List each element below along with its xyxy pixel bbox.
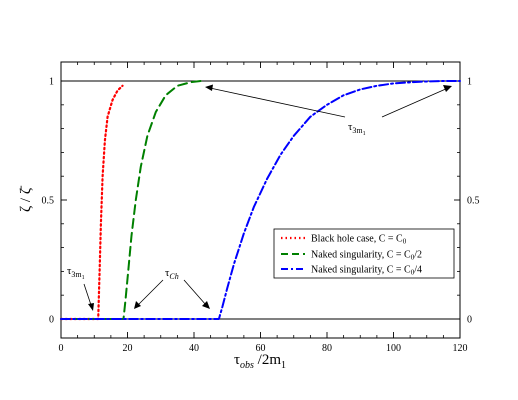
arrowhead-top-right [443,85,452,92]
reference-lines [61,80,460,320]
arrowhead-ch-left [134,301,141,309]
annotation-tau-3m1-left: τ3m1 [67,265,85,281]
y-tick-label-right: 0 [467,314,472,325]
tick-labels: 0 20 40 60 80 100 120 0 0 0.5 0.5 1 1 [42,77,480,354]
y-axis-label: ζ / ζ̄ [18,185,34,212]
x-tick-label: 40 [189,343,199,354]
x-tick-label: 0 [59,343,64,354]
y-tick-label-right: 1 [467,77,472,88]
x-tick-label: 80 [322,343,332,354]
y-tick-label-right: 0.5 [467,196,480,207]
arrowhead-left [88,303,94,311]
x-axis-label: τobs /2m1 [234,352,286,371]
series-line-2 [60,80,461,320]
annotation-tau-3m1-top: τ3m1 [348,121,366,137]
x-label-rest-sub: 1 [281,360,286,371]
legend-label-black-hole: Black hole case, C = C0 [311,234,407,246]
y-tick-label-left: 0 [49,314,54,325]
arrow-ch-right [183,279,207,306]
arrow-top-left [209,87,346,118]
data-series [59,80,461,321]
legend-label-naked-c4: Naked singularity, C = C0/4 [311,265,422,277]
x-label-main: τ [234,352,240,368]
y-tick-label-left: 0.5 [42,196,55,207]
x-tick-label: 60 [256,343,266,354]
minor-ticks [61,62,460,338]
arrow-top-right [381,87,449,118]
x-label-rest: /2m [254,352,281,368]
arrow-left [83,283,92,306]
series-line-0 [59,84,124,321]
annotation-tau-ch: τCh [165,267,179,281]
arrow-ch-left [137,279,164,306]
x-tick-label: 20 [123,343,133,354]
y-tick-label-left: 1 [49,77,54,88]
legend: Black hole case, C = C0 Naked singularit… [273,228,455,279]
annotations: τ3m1 τ3m1 τCh [67,84,452,311]
arrowhead-top-left [205,84,213,91]
arrowhead-ch-right [202,301,210,309]
x-tick-label: 120 [453,343,468,354]
x-label-sub: obs [240,360,254,371]
x-tick-label: 100 [386,343,401,354]
legend-label-naked-c2: Naked singularity, C = C0/2 [311,250,422,262]
series-line-1 [60,80,202,320]
